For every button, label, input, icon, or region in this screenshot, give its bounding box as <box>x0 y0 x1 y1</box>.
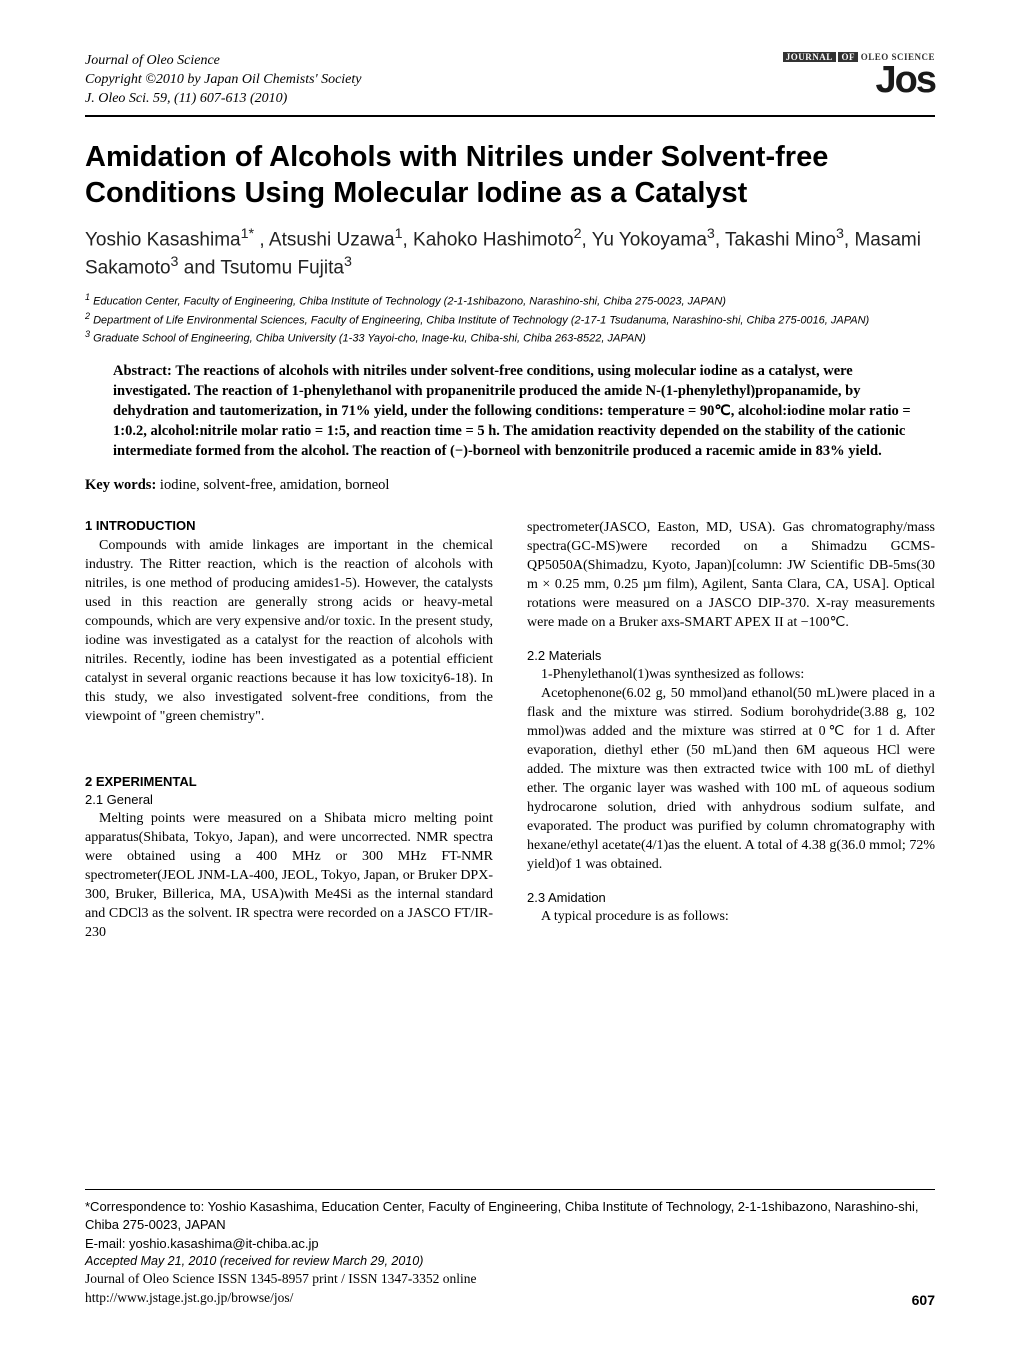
logo-word-journal: JOURNAL <box>783 52 836 62</box>
correspondence-text: *Correspondence to: Yoshio Kasashima, Ed… <box>85 1198 935 1234</box>
affiliation-3: 3 Graduate School of Engineering, Chiba … <box>85 328 935 347</box>
s21-body-left: Melting points were measured on a Shibat… <box>85 809 493 942</box>
intro-body: Compounds with amide linkages are import… <box>85 536 493 726</box>
logo-jos-text: Jos <box>765 64 935 96</box>
keywords-text: iodine, solvent-free, amidation, borneol <box>156 477 389 493</box>
header-row: Journal of Oleo Science Copyright ©2010 … <box>85 52 935 109</box>
journal-name: Journal of Oleo Science <box>85 52 362 71</box>
abstract-block: Abstract: The reactions of alcohols with… <box>113 361 935 461</box>
affiliation-1: 1 Education Center, Faculty of Engineeri… <box>85 291 935 310</box>
s22-heading: 2.2 Materials <box>527 648 935 663</box>
paper-title: Amidation of Alcohols with Nitriles unde… <box>85 139 935 212</box>
footer-block: *Correspondence to: Yoshio Kasashima, Ed… <box>85 1179 935 1308</box>
two-column-layout: 1 INTRODUCTION Compounds with amide link… <box>85 518 935 943</box>
left-column: 1 INTRODUCTION Compounds with amide link… <box>85 518 493 943</box>
affiliations-block: 1 Education Center, Faculty of Engineeri… <box>85 291 935 347</box>
email-text: E-mail: yoshio.kasashima@it-chiba.ac.jp <box>85 1235 935 1253</box>
journal-logo: JOURNAL OF OLEO SCIENCE Jos <box>765 52 935 96</box>
abstract-text: The reactions of alcohols with nitriles … <box>113 363 911 459</box>
keywords-block: Key words: iodine, solvent-free, amidati… <box>85 477 935 494</box>
affiliation-2: 2 Department of Life Environmental Scien… <box>85 310 935 329</box>
author-list: Yoshio Kasashima1* , Atsushi Uzawa1, Kah… <box>85 225 935 281</box>
page-container: Journal of Oleo Science Copyright ©2010 … <box>0 0 1020 982</box>
page-number: 607 <box>912 1292 935 1308</box>
experimental-heading: 2 EXPERIMENTAL <box>85 774 493 789</box>
s23-heading: 2.3 Amidation <box>527 890 935 905</box>
right-column: spectrometer(JASCO, Easton, MD, USA). Ga… <box>527 518 935 943</box>
citation-line: J. Oleo Sci. 59, (11) 607-613 (2010) <box>85 90 362 109</box>
url-text: http://www.jstage.jst.go.jp/browse/jos/ <box>85 1289 935 1308</box>
header-divider <box>85 115 935 117</box>
s23-body: A typical procedure is as follows: <box>527 907 935 926</box>
s21-body-right: spectrometer(JASCO, Easton, MD, USA). Ga… <box>527 518 935 632</box>
logo-word-of: OF <box>838 52 858 62</box>
accepted-date: Accepted May 21, 2010 (received for revi… <box>85 1253 935 1271</box>
copyright-line: Copyright ©2010 by Japan Oil Chemists' S… <box>85 71 362 90</box>
issn-text: Journal of Oleo Science ISSN 1345-8957 p… <box>85 1270 935 1289</box>
s21-heading: 2.1 General <box>85 792 493 807</box>
keywords-label: Key words: <box>85 477 156 493</box>
abstract-label: Abstract: <box>113 363 172 379</box>
journal-info: Journal of Oleo Science Copyright ©2010 … <box>85 52 362 109</box>
footer-divider <box>85 1189 935 1190</box>
s22-body-p1: 1-Phenylethanol(1)was synthesized as fol… <box>527 665 935 684</box>
intro-heading: 1 INTRODUCTION <box>85 518 493 533</box>
s22-body-p2: Acetophenone(6.02 g, 50 mmol)and ethanol… <box>527 684 935 874</box>
